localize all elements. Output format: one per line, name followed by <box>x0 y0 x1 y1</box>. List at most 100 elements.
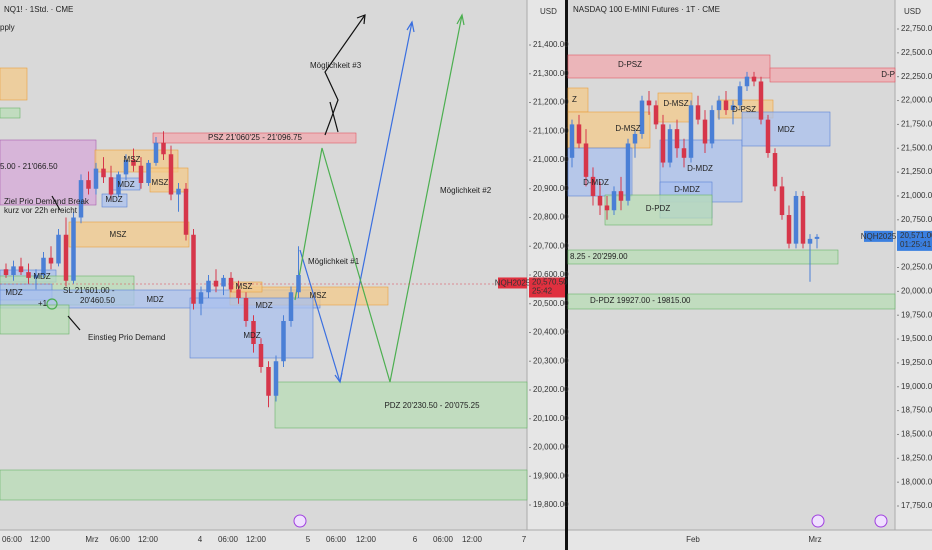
zone <box>68 221 190 248</box>
right-price-axis <box>895 0 932 530</box>
price-label: 21,750.00 <box>901 120 932 129</box>
zone-label: MDZ <box>5 288 22 297</box>
currency: USD <box>540 7 557 16</box>
time-label: Mrz <box>85 535 98 544</box>
zone-label: D-MDZ <box>674 185 700 194</box>
price-label: 20,500.00 <box>533 299 569 308</box>
price-label: 19,800.00 <box>533 500 569 509</box>
zone <box>741 111 831 147</box>
zone-label: MDZ <box>243 331 260 340</box>
candle-body <box>123 160 129 175</box>
arrow <box>329 101 339 133</box>
arrow-head <box>456 13 465 26</box>
candle-body <box>221 277 226 287</box>
zone <box>101 193 128 208</box>
zone-label: 8.25 - 20'299.00 <box>570 252 628 261</box>
candle-body <box>191 234 196 304</box>
zone-label: Z <box>572 95 577 104</box>
candle-body <box>793 195 799 244</box>
candle-body <box>183 188 189 235</box>
zone-label: MDZ <box>105 195 122 204</box>
symbol-tag-text: NQH2025 <box>861 232 897 241</box>
price-label: 19,750.00 <box>901 310 932 319</box>
price-tag-text: 20,570.50 <box>532 278 568 287</box>
candle-body <box>93 168 99 189</box>
zone-label: MSZ <box>236 282 253 291</box>
candle-body <box>639 100 645 134</box>
time-label: Mrz <box>808 535 821 544</box>
zone-label: MDZ <box>777 125 794 134</box>
arrow <box>294 14 463 383</box>
countdown: 01:25:41 <box>900 240 932 249</box>
left-price-axis <box>527 0 565 530</box>
zone-label: D-PDZ 19927.00 - 19815.00 <box>590 296 691 305</box>
price-label: 20,800.00 <box>533 213 569 222</box>
price-label: 20,000.00 <box>533 443 569 452</box>
pointer <box>51 195 61 211</box>
time-label: 5 <box>306 535 311 544</box>
zone-label: D-PSZ <box>732 105 756 114</box>
zone-label: D-MSZ <box>615 124 640 133</box>
time-label: 4 <box>198 535 203 544</box>
panel-divider <box>565 0 568 550</box>
zone <box>0 67 28 101</box>
candle-body <box>206 280 211 293</box>
zone-label: MSZ <box>110 230 127 239</box>
candle-body <box>758 81 764 120</box>
note: Ziel Prio Demand Break <box>4 197 90 206</box>
pointer <box>67 315 81 331</box>
candle-body <box>786 215 792 244</box>
price-label: 20,750.00 <box>901 215 932 224</box>
candle-body <box>131 160 136 166</box>
time-label: 6 <box>413 535 418 544</box>
price-label: 19,250.00 <box>901 358 932 367</box>
candle-body <box>258 344 264 367</box>
arrow-head <box>356 14 366 25</box>
zone <box>0 304 70 335</box>
zone <box>567 249 839 265</box>
candle-body <box>611 191 617 211</box>
candle-body <box>674 129 680 149</box>
candle-body <box>618 191 624 201</box>
price-label: 17,750.00 <box>901 501 932 510</box>
price-label: 21,250.00 <box>901 167 932 176</box>
candle-body <box>737 86 743 106</box>
candle-body <box>660 124 666 163</box>
candle-body <box>765 119 771 154</box>
price-label: 20,600.00 <box>533 270 569 279</box>
time-label: 12:00 <box>246 535 267 544</box>
candle-body <box>653 105 659 125</box>
candle-body <box>56 234 61 264</box>
candle-body <box>772 153 778 187</box>
price-label: 21,000.00 <box>901 191 932 200</box>
price-tag-text: 20,571.00 <box>900 231 932 240</box>
zone-label: MDZ <box>255 301 272 310</box>
candle-body <box>281 321 286 362</box>
price-label: 18,750.00 <box>901 406 932 415</box>
zone <box>769 67 896 83</box>
candle-body <box>198 292 204 304</box>
price-tag <box>529 277 565 298</box>
candle-body <box>716 100 722 111</box>
zone-label: D-MDZ <box>687 164 713 173</box>
price-label: 20,100.00 <box>533 414 569 423</box>
price-label: 18,500.00 <box>901 430 932 439</box>
candle-body <box>569 124 575 158</box>
event-icon[interactable] <box>293 514 307 528</box>
scroll-button[interactable] <box>874 514 888 528</box>
candle-body <box>730 105 736 111</box>
candle-body <box>3 269 9 275</box>
candle-body <box>604 205 610 211</box>
candle-body <box>71 217 76 281</box>
time-label: Feb <box>686 535 700 544</box>
candle-body <box>807 238 813 244</box>
candle-body <box>63 234 69 281</box>
price-label: 20,250.00 <box>901 263 932 272</box>
note: Möglichkeit #2 <box>440 186 492 195</box>
time-label: 06:00 <box>326 535 347 544</box>
zone <box>567 293 896 310</box>
zone-label: SL 21'601.00 - <box>63 286 115 295</box>
event-icon[interactable] <box>811 514 825 528</box>
candle-body <box>108 177 114 195</box>
price-label: 21,400.00 <box>533 40 569 49</box>
